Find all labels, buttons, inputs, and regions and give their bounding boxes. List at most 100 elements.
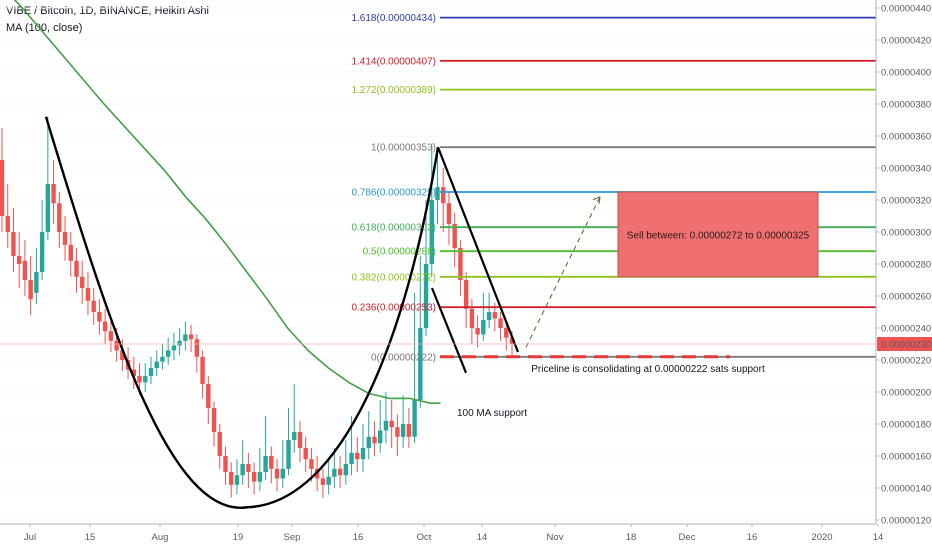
candle xyxy=(297,432,303,448)
candle xyxy=(463,280,469,309)
y-tick-label: 0.00000320 xyxy=(881,196,931,207)
candle xyxy=(326,476,331,485)
candle xyxy=(22,260,28,280)
candle xyxy=(28,280,33,300)
candle xyxy=(194,339,200,357)
x-tick-label: Sep xyxy=(284,532,301,543)
x-tick-label: Jul xyxy=(24,532,36,543)
candle xyxy=(143,376,148,383)
x-tick-label: Oct xyxy=(417,532,432,543)
y-tick-label: 0.00000220 xyxy=(881,356,931,367)
candle xyxy=(504,328,509,338)
candle xyxy=(165,350,171,357)
candle xyxy=(160,356,165,362)
candle xyxy=(400,424,406,437)
y-tick-label: 0.00000120 xyxy=(881,516,931,527)
candle xyxy=(211,408,217,432)
candle xyxy=(360,448,366,460)
x-tick-label: 15 xyxy=(85,532,96,543)
fib-level-label: 0.382(0.00000272) xyxy=(351,272,436,283)
projection-arrowhead xyxy=(592,196,601,204)
candle xyxy=(234,475,240,485)
candle xyxy=(68,244,73,261)
cup-pattern-curve xyxy=(44,116,440,509)
candle xyxy=(383,420,389,431)
candle xyxy=(246,464,251,472)
candle xyxy=(39,232,45,272)
fib-level-label: 1.272(0.00000389) xyxy=(351,85,436,96)
wedge-lower-line xyxy=(430,287,468,374)
candle xyxy=(274,468,280,479)
candle xyxy=(412,400,417,437)
candle xyxy=(349,452,354,464)
fib-level-label: 0.618(0.00000303) xyxy=(351,223,436,234)
candle xyxy=(343,464,349,476)
candle xyxy=(458,248,463,280)
candle xyxy=(389,420,394,428)
candle xyxy=(498,318,503,328)
candle xyxy=(91,300,96,312)
candle xyxy=(240,464,245,476)
candle xyxy=(372,436,377,444)
fib-level-label: 0.236(0.00000253) xyxy=(351,303,436,314)
candle xyxy=(406,424,412,437)
candle xyxy=(280,468,285,479)
y-tick-label: 0.00000440 xyxy=(881,4,931,15)
candle xyxy=(429,200,434,264)
candle xyxy=(177,340,182,346)
candle xyxy=(292,432,297,440)
fib-level-label: 1(0.00000353) xyxy=(371,143,436,154)
candle xyxy=(171,345,177,351)
price-axis xyxy=(876,0,932,550)
candle xyxy=(223,456,228,472)
candle xyxy=(332,468,337,477)
x-tick-label: Aug xyxy=(152,532,169,543)
y-tick-label: 0.00000260 xyxy=(881,292,931,303)
x-tick-label: 2020 xyxy=(811,532,832,543)
x-tick-label: Dec xyxy=(679,532,696,543)
indicator-label[interactable]: MA (100, close) xyxy=(6,22,83,34)
candle xyxy=(251,472,257,482)
y-tick-label: 0.00000180 xyxy=(881,420,931,431)
candle xyxy=(366,436,371,448)
y-tick-label: 0.00000420 xyxy=(881,36,931,47)
candle xyxy=(97,312,102,322)
y-tick-label: 0.00000300 xyxy=(881,228,931,239)
ma100-line xyxy=(13,0,441,405)
candle xyxy=(355,452,360,460)
candle xyxy=(257,472,263,482)
candle xyxy=(446,203,452,224)
candle xyxy=(423,264,429,328)
x-tick-label: 16 xyxy=(747,532,758,543)
candle xyxy=(320,478,326,485)
candle xyxy=(309,459,314,469)
candle xyxy=(154,361,159,368)
candle xyxy=(114,340,119,351)
candle xyxy=(395,427,400,437)
candle xyxy=(16,256,22,264)
candle xyxy=(378,430,383,444)
sell-zone-box xyxy=(617,191,819,278)
candle xyxy=(80,276,85,288)
candle xyxy=(120,350,125,360)
fib-level-label: 1.618(0.00000434) xyxy=(351,13,436,24)
y-tick-label: 0.00000400 xyxy=(881,68,931,79)
price-tag-label: 0.00000230 xyxy=(881,340,931,351)
candle xyxy=(452,224,457,248)
candle xyxy=(85,288,91,301)
candle xyxy=(108,331,114,341)
x-tick-label: Nov xyxy=(547,532,564,543)
projection-arrow xyxy=(525,196,601,348)
candle xyxy=(229,472,234,485)
candle xyxy=(475,328,480,335)
wedge-upper-line xyxy=(436,146,520,353)
candle xyxy=(188,334,194,340)
candle xyxy=(286,440,291,469)
fib-level-label: 0.786(0.00000325) xyxy=(351,188,436,199)
candle xyxy=(217,432,222,456)
candle xyxy=(0,160,5,216)
support-label: Priceline is consolidating at 0.00000222… xyxy=(531,364,765,375)
candle xyxy=(45,184,51,232)
y-tick-label: 0.00000140 xyxy=(881,484,931,495)
